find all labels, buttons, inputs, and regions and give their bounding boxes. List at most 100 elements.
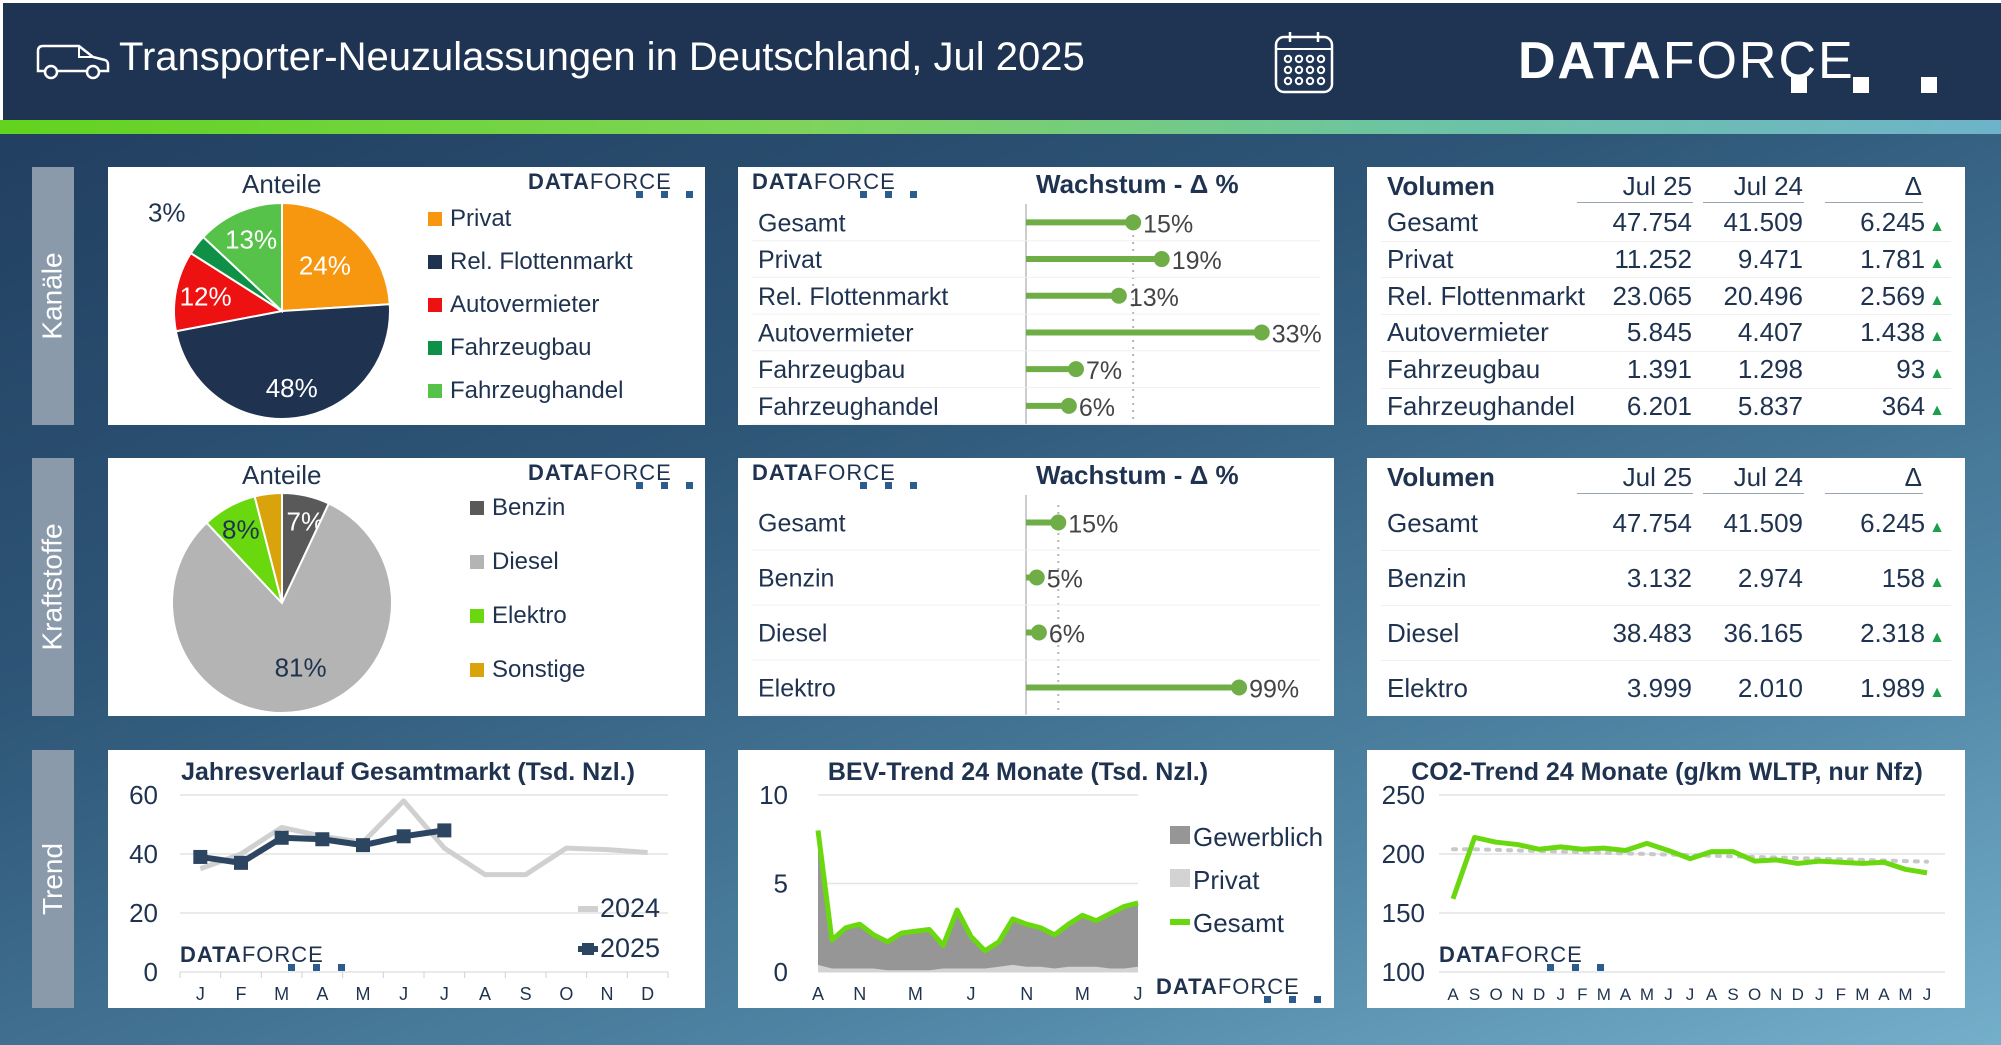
x-tick-label: N <box>853 984 866 1004</box>
growth-panel-kanaele: DATAFORCE Wachstum - Δ % Gesamt 15% Privat… <box>738 167 1334 425</box>
legend-label: Diesel <box>492 548 559 575</box>
legend-label: Rel. Flottenmarkt <box>450 248 633 275</box>
growth-dot <box>1060 397 1077 414</box>
value-jul24: 2.974 <box>1737 562 1803 593</box>
volume-table-row: Benzin 3.132 2.974 158 ▲ <box>1367 550 1965 605</box>
x-tick-label: O <box>559 984 573 1004</box>
legend-label: Benzin <box>492 494 566 521</box>
growth-category-label: Gesamt <box>758 209 846 237</box>
y-tick-label: 10 <box>759 780 788 810</box>
value-delta: 158 ▲ <box>1882 563 1945 594</box>
dataforce-logo: DATAFORCE <box>1518 32 1855 90</box>
section-label-kraftstoffe: Kraftstoffe <box>32 458 74 716</box>
jahresverlauf-chart: Jahresverlauf Gesamtmarkt (Tsd. Nzl.) 0 20… <box>129 758 669 1004</box>
pie-chart-kraftstoffe: 7%81%8% <box>171 491 393 714</box>
delta-number: 2.569 <box>1860 280 1926 311</box>
chart-title: CO2-Trend 24 Monate (g/km WLTP, nur Nfz) <box>1411 758 1923 786</box>
row-label: Rel. Flottenmarkt <box>1387 280 1585 311</box>
legend-label: Privat <box>450 205 512 232</box>
row-label: Diesel <box>1387 617 1460 648</box>
volume-table-row: Autovermieter 5.845 4.407 1.438 ▲ <box>1367 314 1965 351</box>
volume-table-kraftstoffe: Volumen Jul 25 Jul 24 Δ Gesamt 47.754 41.509 6.… <box>1367 458 1965 716</box>
x-tick-label: J <box>1556 985 1565 1004</box>
growth-panel-kraftstoffe: DATAFORCE Wachstum - Δ % Gesamt 15% Benzin… <box>738 458 1334 716</box>
value-jul25: 5.845 <box>1626 317 1692 348</box>
growth-dot <box>1028 569 1045 586</box>
x-tick-label: J <box>440 984 449 1004</box>
dataforce-watermark: DATAFORCE <box>528 169 693 198</box>
value-jul24: 5.837 <box>1737 390 1803 421</box>
growth-category-label: Rel. Flottenmarkt <box>758 283 948 311</box>
row-separator <box>1381 314 1951 316</box>
value-delta: 6.245 ▲ <box>1860 508 1945 539</box>
growth-dot <box>1125 214 1142 231</box>
value-jul24: 36.165 <box>1723 617 1803 648</box>
bev-trend-chart: BEV-Trend 24 Monate (Tsd. Nzl.) 0 5 10 A N M J N… <box>759 758 1323 1004</box>
row-separator <box>1381 387 1951 389</box>
delta-number: 6.245 <box>1860 207 1926 238</box>
x-tick-label: M <box>1855 985 1869 1004</box>
growth-dot <box>1231 679 1248 696</box>
x-tick-label: F <box>236 984 247 1004</box>
dataforce-watermark: DATAFORCE <box>528 460 693 489</box>
x-tick-label: A <box>1878 985 1890 1004</box>
marker-2025 <box>315 832 330 847</box>
value-jul25: 6.201 <box>1626 390 1692 421</box>
y-tick-label: 100 <box>1382 957 1425 987</box>
section-label-kanaele: Kanäle <box>32 167 74 425</box>
dataforce-watermark: DATAFORCE <box>1439 942 1604 971</box>
trend-up-icon: ▲ <box>1929 401 1945 419</box>
marker-2025 <box>396 829 411 844</box>
value-delta: 1.989 ▲ <box>1860 673 1945 704</box>
pie-data-label: 81% <box>275 652 327 682</box>
trend-up-icon: ▲ <box>1929 328 1945 346</box>
growth-dot <box>1030 624 1047 641</box>
volume-table-row: Elektro 3.999 2.010 1.989 ▲ <box>1367 660 1965 715</box>
co2-line <box>1450 834 1928 900</box>
delta-number: 158 <box>1881 562 1926 593</box>
volume-table-row: Fahrzeughandel 6.201 5.837 364 ▲ <box>1367 387 1965 425</box>
pie-title: Anteile <box>242 169 322 199</box>
header-underline <box>1825 493 1923 494</box>
pie-slice-rel-flottenmarkt <box>174 303 391 420</box>
growth-value-label: 33% <box>1272 320 1322 348</box>
trend-up-icon: ▲ <box>1929 628 1945 646</box>
legend-swatch <box>428 341 442 355</box>
value-jul25: 47.754 <box>1612 507 1692 538</box>
y-tick-label: 250 <box>1382 780 1425 810</box>
value-jul24: 41.509 <box>1723 507 1803 538</box>
pie-data-label: 8% <box>222 515 260 545</box>
x-tick-label: S <box>520 984 532 1004</box>
row-separator <box>1381 240 1951 242</box>
row-label: Benzin <box>1387 562 1467 593</box>
dataforce-watermark: DATAFORCE <box>1156 974 1321 1003</box>
growth-value-label: 15% <box>1068 511 1118 539</box>
trend-up-icon: ▲ <box>1929 518 1945 536</box>
x-tick-label: M <box>356 984 371 1004</box>
x-tick-label: O <box>1489 985 1502 1004</box>
growth-category-label: Diesel <box>758 620 827 648</box>
page-title: Transporter-Neuzulassungen in Deutschlan… <box>119 35 1085 79</box>
row-label: Elektro <box>1387 672 1468 703</box>
legend-item: Fahrzeugbau <box>428 334 591 362</box>
trend-up-icon: ▲ <box>1929 218 1945 236</box>
x-tick-label: S <box>1727 985 1738 1004</box>
marker-2025 <box>193 849 208 864</box>
growth-title: Wachstum - Δ % <box>1036 169 1239 199</box>
legend-label: Gesamt <box>1193 908 1285 938</box>
growth-category-label: Elektro <box>758 675 836 703</box>
value-delta: 93 ▲ <box>1896 354 1945 385</box>
legend-label: Fahrzeugbau <box>450 334 592 361</box>
volume-header-label: Volumen <box>1387 171 1495 201</box>
value-jul24: 9.471 <box>1737 244 1803 275</box>
logo-dots <box>1791 77 1941 97</box>
pie-data-label: 24% <box>299 250 351 280</box>
trend-up-icon: ▲ <box>1929 255 1945 273</box>
x-tick-label: D <box>641 984 654 1004</box>
legend-swatch <box>470 501 484 515</box>
x-tick-label: D <box>1792 985 1804 1004</box>
value-jul25: 11.252 <box>1614 244 1692 275</box>
growth-value-label: 5% <box>1047 566 1083 594</box>
growth-value-label: 15% <box>1143 210 1193 238</box>
growth-dot <box>1050 514 1067 531</box>
